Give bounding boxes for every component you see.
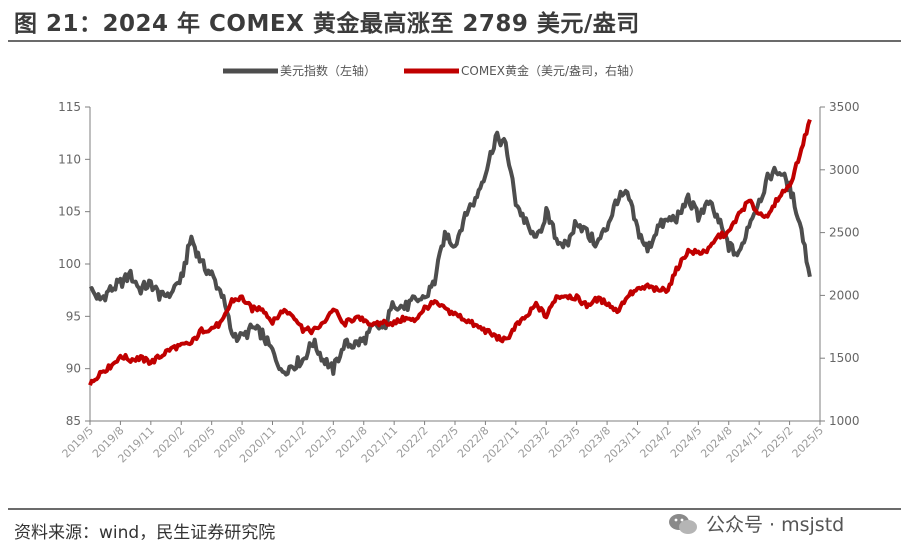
source-note: 资料来源：wind，民生证券研究院 xyxy=(14,523,276,543)
right-tick-label: 1500 xyxy=(829,351,860,365)
x-tick-label: 2025/5 xyxy=(790,424,827,461)
x-tick-label: 2020/5 xyxy=(181,424,218,461)
x-tick-label: 2023/2 xyxy=(516,424,553,461)
right-tick-label: 3500 xyxy=(829,100,860,114)
x-tick-label: 2022/5 xyxy=(425,424,462,461)
left-tick-label: 115 xyxy=(58,100,81,114)
x-tick-label: 2024/2 xyxy=(637,424,674,461)
left-tick-label: 95 xyxy=(66,309,81,323)
x-tick-label: 2019/5 xyxy=(60,424,97,461)
left-tick-label: 100 xyxy=(58,257,81,271)
right-tick-label: 3000 xyxy=(829,163,860,177)
usd-index-line xyxy=(88,130,812,377)
right-tick-label: 1000 xyxy=(829,414,860,428)
right-tick-label: 2000 xyxy=(829,288,860,302)
legend: 美元指数（左轴） COMEX黄金（美元/盎司，右轴） xyxy=(223,63,641,78)
x-tick-label: 2021/2 xyxy=(272,424,309,461)
x-tick-label: 2025/2 xyxy=(759,424,796,461)
series-layer xyxy=(88,118,812,386)
left-tick-label: 110 xyxy=(58,152,81,166)
watermark-text: 公众号 · msjstd xyxy=(706,514,845,536)
left-tick-label: 85 xyxy=(66,414,81,428)
gold-line xyxy=(88,118,812,386)
watermark: 公众号 · msjstd xyxy=(668,510,844,537)
x-tick-label: 2020/2 xyxy=(151,424,188,461)
x-tick-label: 2021/5 xyxy=(303,424,340,461)
right-tick-label: 2500 xyxy=(829,226,860,240)
x-tick-label: 2024/5 xyxy=(668,424,705,461)
x-tick-label: 2023/5 xyxy=(546,424,583,461)
x-tick-label: 2022/2 xyxy=(394,424,431,461)
left-tick-label: 105 xyxy=(58,205,81,219)
legend-label-usd-index: 美元指数（左轴） xyxy=(280,63,376,78)
legend-label-gold: COMEX黄金（美元/盎司，右轴） xyxy=(461,63,641,78)
title-rule xyxy=(8,40,901,42)
chart-title: 图 21：2024 年 COMEX 黄金最高涨至 2789 美元/盎司 xyxy=(14,11,640,37)
wechat-icon xyxy=(669,513,697,534)
footer-rule xyxy=(8,508,901,510)
left-tick-label: 90 xyxy=(66,362,81,376)
